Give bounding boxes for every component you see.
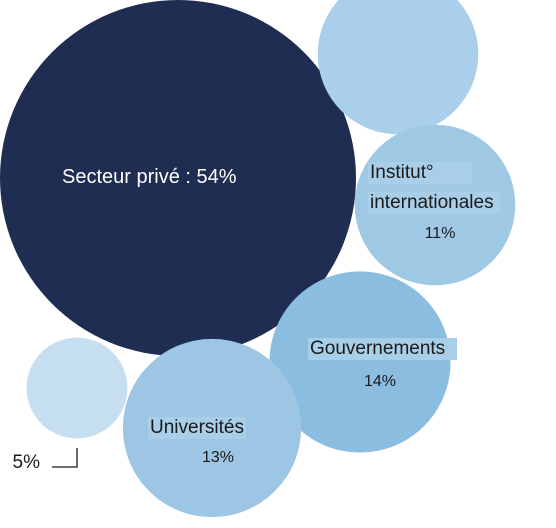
bubble-top-right xyxy=(317,0,479,135)
bubble-value-small: 5% xyxy=(12,452,40,473)
bubble-gouvernements xyxy=(269,271,451,453)
bubble-value-institut: 11% xyxy=(424,225,456,242)
bubble-label-institut-line1: Institut° xyxy=(368,162,472,184)
bubble-label-universites: Universités xyxy=(148,417,246,439)
bubble-small xyxy=(26,337,128,439)
bubble-label-secteur-prive: Secteur privé : 54% xyxy=(62,166,237,188)
bubble-value-universites: 13% xyxy=(201,449,235,466)
bubble-value-gouvernements: 14% xyxy=(363,373,397,390)
bubble-label-gouvernements: Gouvernements xyxy=(308,338,458,360)
bubble-label-institut-line2: internationales xyxy=(368,192,500,214)
bubble-secteur-prive xyxy=(0,0,356,356)
